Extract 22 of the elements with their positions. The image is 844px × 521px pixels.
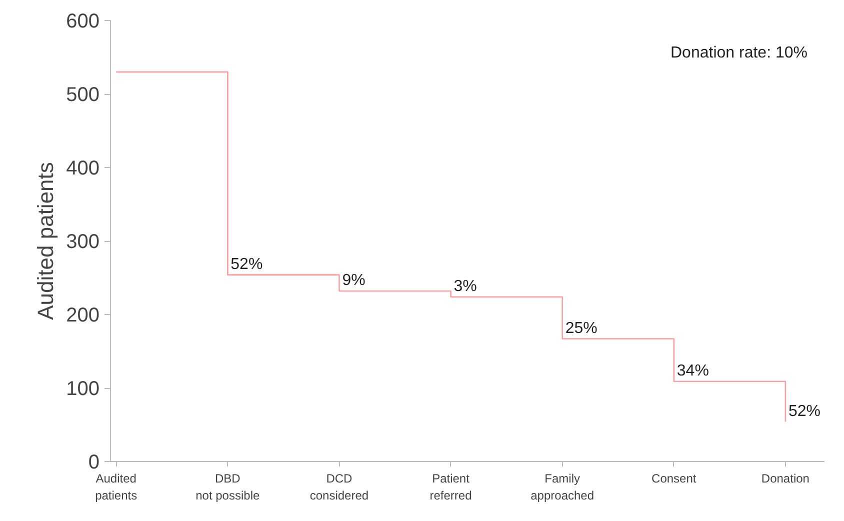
y-tick-label: 500: [66, 84, 100, 106]
x-tick-label: Audited patients: [95, 472, 138, 502]
annotation: 9%: [342, 272, 366, 289]
y-tick-label: 600: [66, 10, 100, 32]
annotation: 3%: [454, 278, 477, 295]
y-axis-title: Audited patients: [33, 162, 58, 320]
annotation: 52%: [230, 256, 263, 273]
y-tick-label: 0: [88, 452, 100, 474]
x-tick-label: DCD considered: [310, 472, 369, 502]
y-tick-label: 100: [66, 378, 100, 400]
x-tick-label: Family approached: [530, 472, 594, 502]
x-tick-label: Donation: [761, 472, 810, 486]
y-tick-label: 300: [66, 231, 100, 253]
annotation: Donation rate: 10%: [670, 44, 808, 62]
y-tick-label: 400: [66, 158, 100, 180]
x-tick-label: DBD not possible: [196, 472, 260, 502]
annotation: 34%: [676, 362, 709, 380]
annotation: 25%: [565, 320, 598, 337]
x-tick-label: Consent: [652, 472, 697, 486]
annotation: 52%: [788, 402, 820, 420]
y-tick-label: 200: [66, 304, 100, 326]
x-tick-label: Patient referred: [430, 472, 472, 502]
